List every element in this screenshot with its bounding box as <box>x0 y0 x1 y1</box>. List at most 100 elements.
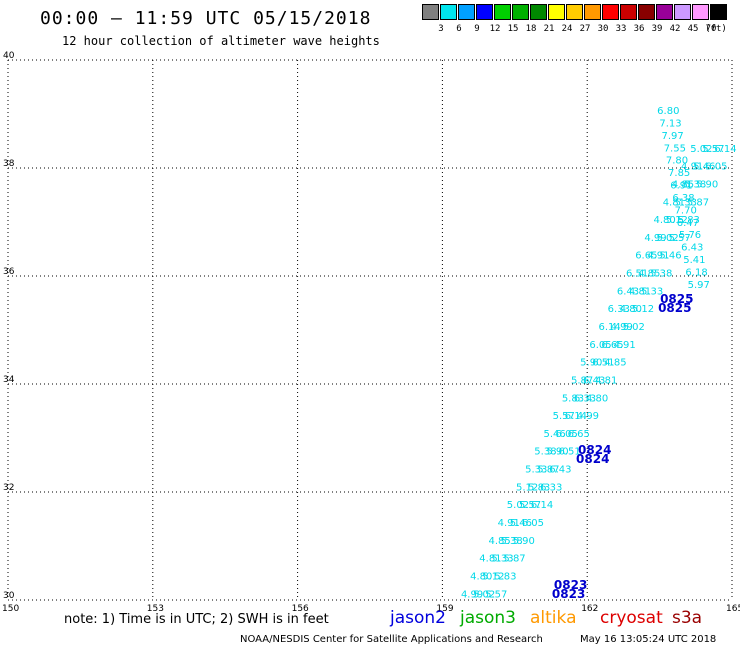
legend-swatch <box>476 4 493 20</box>
legend-label: 6 <box>456 24 462 34</box>
swh-column-label: 6.47 <box>677 218 699 229</box>
legend-label: 15 <box>507 24 519 34</box>
swh-track-label: 4.81 <box>629 286 651 297</box>
legend-swatch <box>674 4 691 20</box>
swh-track-label: 5.33 <box>675 197 697 208</box>
legend-swatch <box>656 4 673 20</box>
swh-track-label: 4.85 <box>488 536 510 547</box>
swh-track-label: 5.02 <box>507 500 529 511</box>
swh-track-label: 6.43 <box>617 286 639 297</box>
swh-column-label: 5.76 <box>679 230 701 241</box>
swh-track-label: 5.46 <box>659 251 681 262</box>
lat-tick-label: 30 <box>3 591 15 601</box>
legend-swatch <box>548 4 565 20</box>
swh-track-label: 6.43 <box>549 465 571 476</box>
swh-track-label: 5.46 <box>510 518 532 529</box>
legend-label: 30 <box>597 24 609 34</box>
lon-tick-label: 153 <box>147 604 164 614</box>
swh-column-label: 7.55 <box>664 143 686 154</box>
swh-track-label: 4.99 <box>611 322 633 333</box>
swh-track-label: 5.57 <box>553 411 575 422</box>
lon-tick-label: 162 <box>581 604 598 614</box>
legend-swatch <box>620 4 637 20</box>
page-subtitle: 12 hour collection of altimeter wave hei… <box>62 34 380 48</box>
swh-track-label: 5.02 <box>473 589 495 600</box>
swh-track-label: 6.33 <box>540 482 562 493</box>
swh-track-label: 6.65 <box>635 251 657 262</box>
track-time-label: 0824 <box>578 443 611 457</box>
track-time-label: 0823 <box>552 587 585 601</box>
legend-label: 21 <box>543 24 555 34</box>
swh-track-label: 5.02 <box>656 233 678 244</box>
swh-track-label: 5.90 <box>696 179 718 190</box>
legend-swatch <box>602 4 619 20</box>
swh-track-label: 6.43 <box>583 375 605 386</box>
legend-label: 42 <box>669 24 681 34</box>
swh-track-label: 5.57 <box>485 589 507 600</box>
generated-timestamp: May 16 13:05:24 UTC 2018 <box>580 634 717 645</box>
swh-track-label: 4.80 <box>586 393 608 404</box>
lat-tick-label: 36 <box>3 267 15 277</box>
swh-track-label: 5.90 <box>513 536 535 547</box>
legend-swatch <box>458 4 475 20</box>
swh-track-label: 4.91 <box>613 340 635 351</box>
swh-track-label: 6.51 <box>626 269 648 280</box>
mission-jason3: jason3 <box>460 608 516 628</box>
swh-column-label: 7.13 <box>659 118 681 129</box>
swh-track-label: 5.38 <box>650 269 672 280</box>
swh-track-label: 5.12 <box>482 571 504 582</box>
legend-swatch <box>494 4 511 20</box>
swh-track-label: 5.57 <box>668 233 690 244</box>
mission-altika: altika <box>530 608 577 628</box>
swh-track-label: 6.05 <box>556 429 578 440</box>
swh-track-label: 5.02 <box>623 322 645 333</box>
lon-tick-label: 165 <box>726 604 740 614</box>
swh-column-label: 6.80 <box>657 106 679 117</box>
swh-track-label: 5.57 <box>702 144 724 155</box>
legend-swatch <box>584 4 601 20</box>
swh-track-label: 5.12 <box>516 482 538 493</box>
swh-track-label: 4.91 <box>498 518 520 529</box>
legend-label: 36 <box>633 24 645 34</box>
swh-track-label: 6.33 <box>574 393 596 404</box>
swh-track-label: 5.90 <box>546 447 568 458</box>
swh-track-label: 5.87 <box>687 197 709 208</box>
swh-track-label: 6.05 <box>589 340 611 351</box>
swh-track-label: 6.51 <box>558 447 580 458</box>
legend-swatch <box>512 4 529 20</box>
track-time-label: 0824 <box>576 452 609 466</box>
swh-track-label: 5.83 <box>528 482 550 493</box>
swh-column-label: 7.85 <box>668 168 690 179</box>
legend-swatch <box>566 4 583 20</box>
swh-track-label: 6.33 <box>608 304 630 315</box>
swh-track-label: 4.80 <box>620 304 642 315</box>
swh-track-label: 4.91 <box>681 162 703 173</box>
swh-track-label: 5.83 <box>678 215 700 226</box>
swh-track-label: 5.57 <box>519 500 541 511</box>
swh-track-label: 5.38 <box>534 447 556 458</box>
lat-tick-label: 34 <box>3 375 15 385</box>
swh-column-label: 5.97 <box>688 280 710 291</box>
swh-column-label: 7.70 <box>675 205 697 216</box>
mission-cryosat: cryosat <box>600 608 663 628</box>
swh-track-label: 5.33 <box>491 554 513 565</box>
swh-track-label: 6.14 <box>565 411 587 422</box>
footer-note: note: 1) Time is in UTC; 2) SWH is in fe… <box>64 612 329 627</box>
legend-label: 33 <box>615 24 627 34</box>
swh-track-label: 6.05 <box>522 518 544 529</box>
legend-label: 9 <box>474 24 480 34</box>
mission-jason2: jason2 <box>390 608 446 628</box>
swh-track-label: 5.38 <box>684 179 706 190</box>
swh-track-label: 6.51 <box>592 358 614 369</box>
swh-track-label: 6.65 <box>601 340 623 351</box>
legend-label: 3 <box>438 24 444 34</box>
track-time-label: 0825 <box>658 301 691 315</box>
swh-track-label: 6.14 <box>531 500 553 511</box>
swh-track-label: 5.38 <box>501 536 523 547</box>
swh-track-label: 4.81 <box>663 197 685 208</box>
legend-label: 27 <box>579 24 591 34</box>
lat-tick-label: 40 <box>3 51 15 61</box>
legend-swatch <box>710 4 727 20</box>
swh-track-label: 5.12 <box>632 304 654 315</box>
